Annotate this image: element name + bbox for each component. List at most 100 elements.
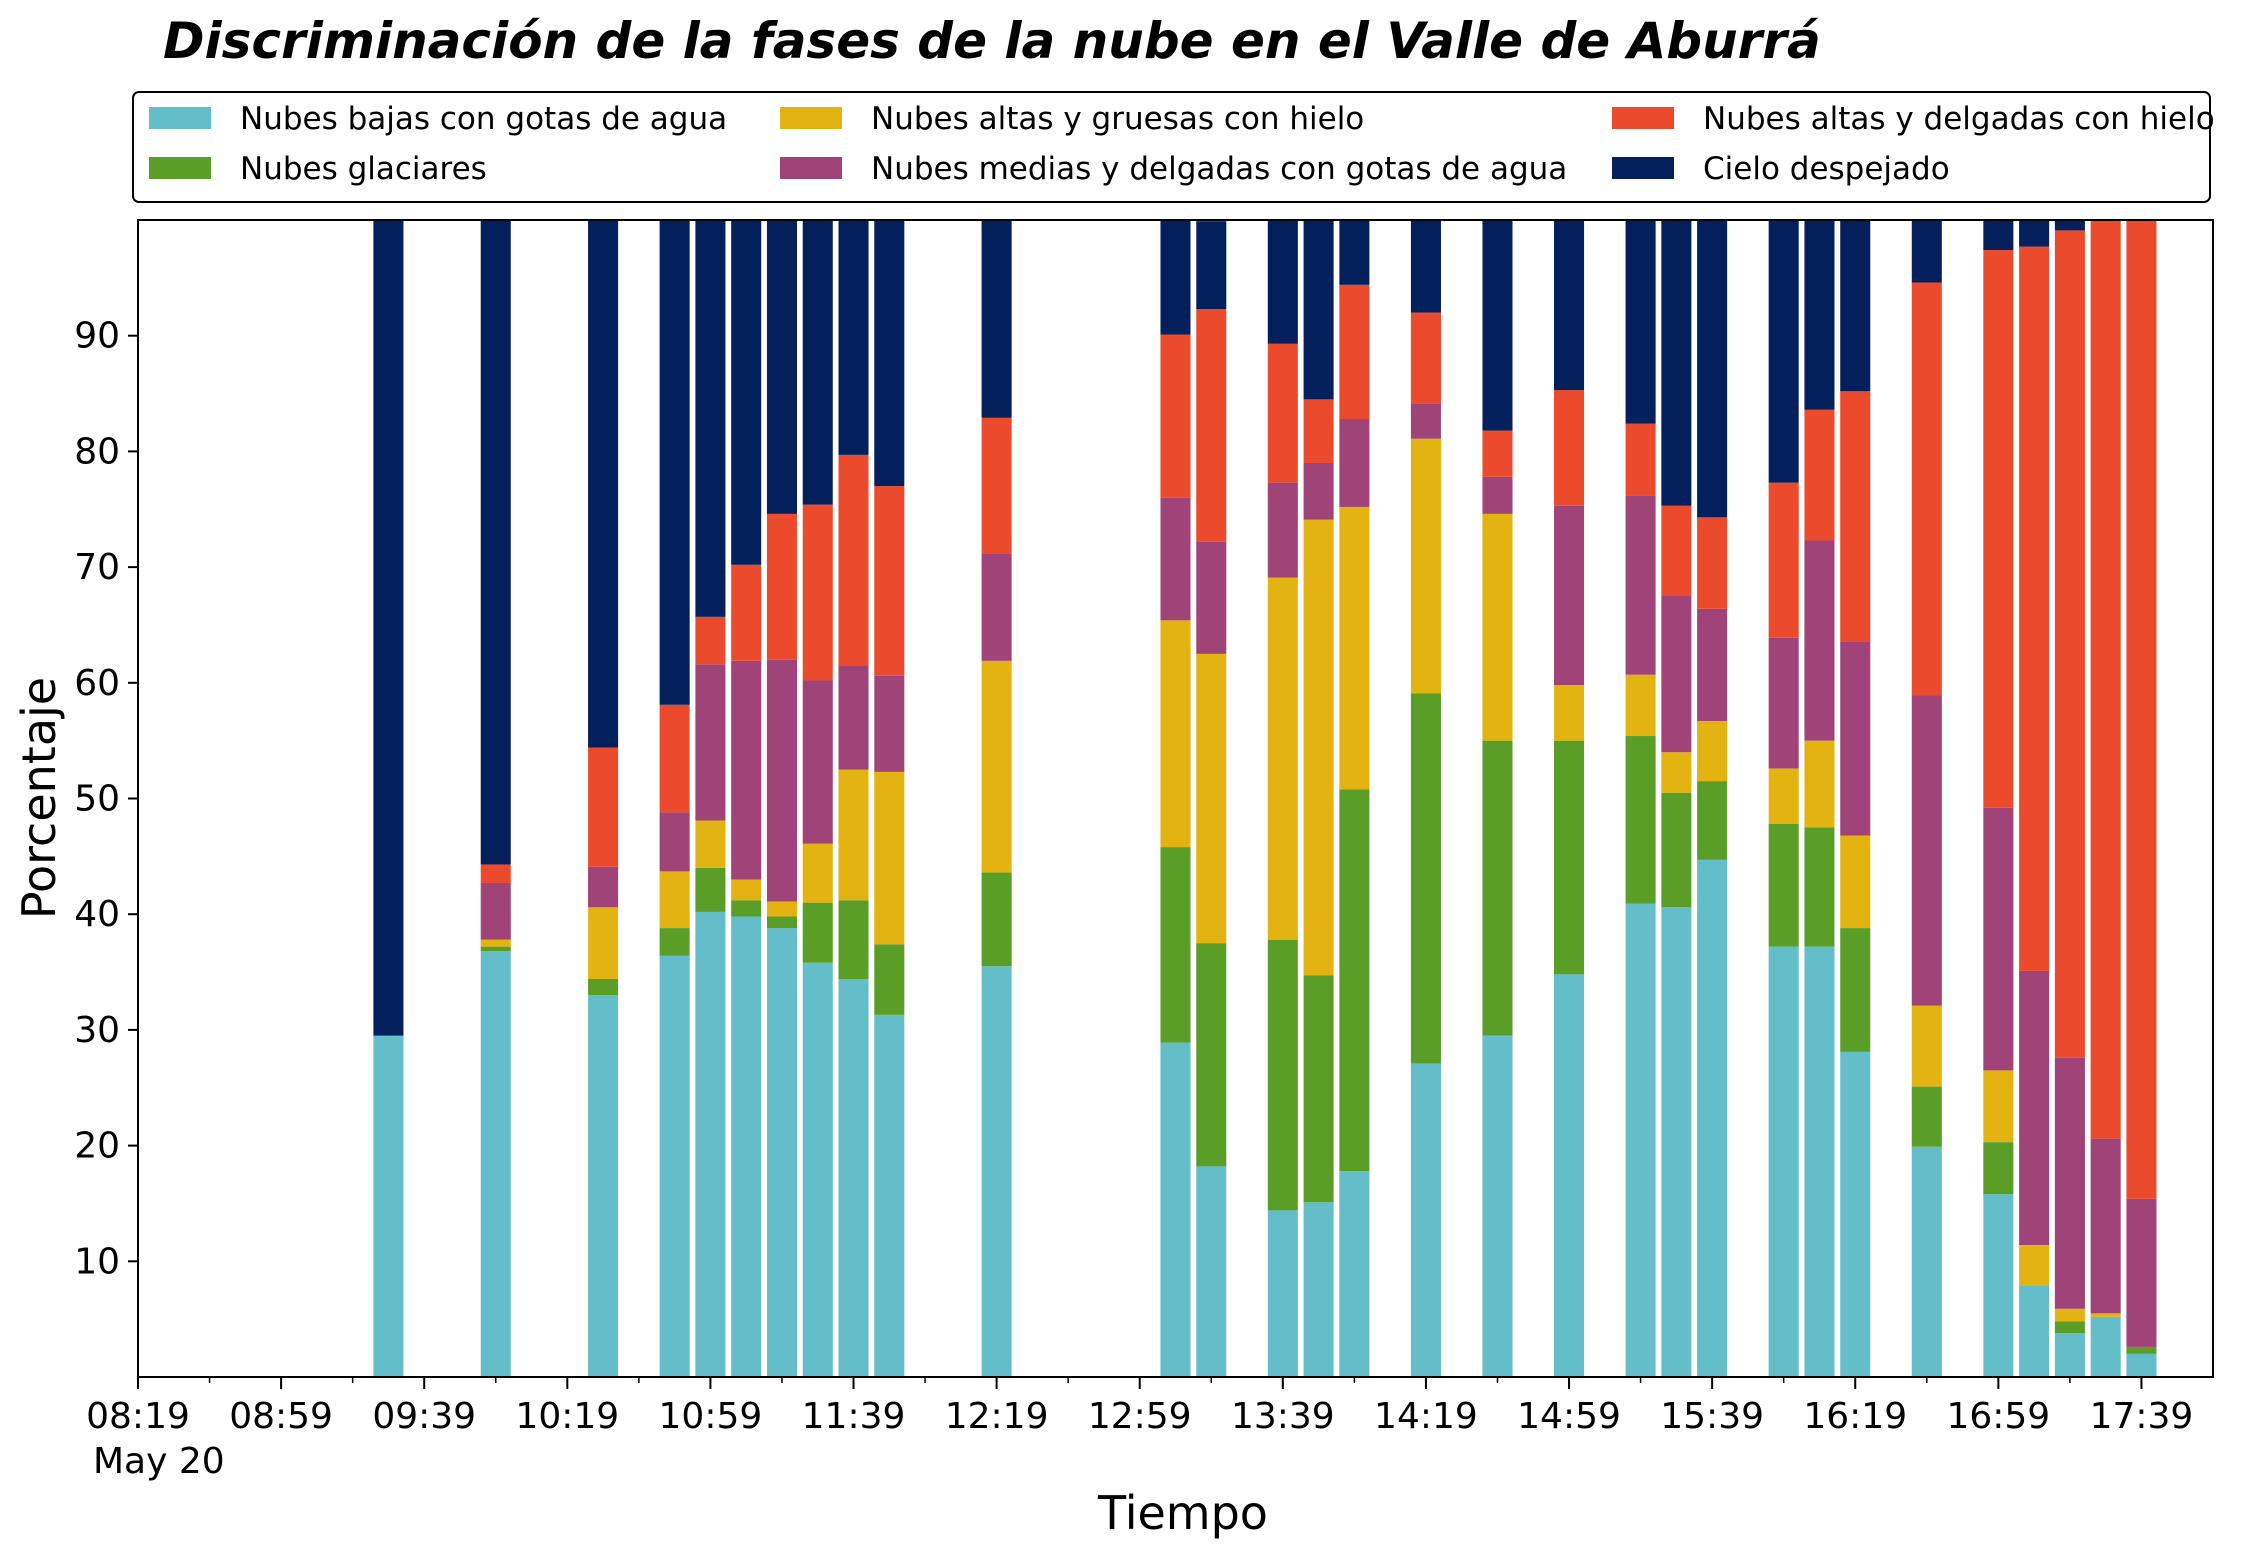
y-axis: 10 20 30 40 50 60 70 80 90: [74, 316, 138, 1282]
x-tick-label: 12:19: [945, 1396, 1049, 1437]
x-axis: 08:19 08:59 09:39 10:19 10:59 11:39 12:19 12:59…: [86, 1377, 2193, 1437]
bar-segment-0: [1983, 1194, 2014, 1377]
bar-segment-0: [2126, 1353, 2157, 1377]
bar-segment-4: [731, 564, 762, 661]
bar-segment-3: [1661, 596, 1692, 753]
bar-segment-2: [1840, 835, 1871, 929]
bar-segment-0: [981, 966, 1012, 1377]
bar-segment-2: [1804, 740, 1835, 828]
bar-segment-5: [1911, 220, 1942, 283]
y-tick-label: 50: [74, 779, 120, 820]
bar-segment-3: [981, 553, 1012, 661]
bar-segment-1: [981, 872, 1012, 967]
y-tick-label: 70: [74, 547, 120, 588]
bar-segment-0: [1303, 1202, 1334, 1377]
x-tick-label: 12:59: [1088, 1396, 1192, 1437]
y-tick-label: 30: [74, 1010, 120, 1051]
bar-segment-4: [2090, 220, 2121, 1139]
bar-segment-0: [659, 955, 690, 1377]
legend-label: Cielo despejado: [1703, 151, 1950, 187]
bar-segment-3: [2126, 1198, 2157, 1347]
bar-segment-1: [2126, 1346, 2157, 1354]
bar-segment-3: [766, 659, 797, 902]
bar-segment-3: [2019, 970, 2050, 1246]
x-tick-label: 15:39: [1660, 1396, 1764, 1437]
bar-segment-4: [838, 454, 869, 666]
bar-segment-4: [1625, 423, 1656, 496]
legend-swatch: [149, 157, 211, 179]
x-tick-label: 17:39: [2090, 1396, 2194, 1437]
bar-segment-1: [1911, 1086, 1942, 1147]
bar-segment-5: [1196, 221, 1227, 310]
bar-segment-5: [2019, 220, 2050, 247]
bar-segment-2: [1303, 519, 1334, 976]
bar-segment-2: [659, 871, 690, 929]
bar-segment-1: [1804, 827, 1835, 947]
bar-segment-5: [1339, 220, 1370, 285]
bar-segment-4: [1482, 430, 1513, 477]
x-tick-label: 08:59: [229, 1396, 333, 1437]
bar-segment-2: [1661, 752, 1692, 793]
x-tick-label: 13:39: [1231, 1396, 1335, 1437]
bar-segment-4: [588, 747, 619, 867]
bar-segment-3: [1160, 497, 1191, 621]
bar-segment-5: [1160, 220, 1191, 335]
bar-segment-2: [2054, 1308, 2085, 1322]
bar-segment-0: [1160, 1042, 1191, 1377]
bar-segment-1: [1267, 939, 1298, 1211]
bar-segment-2: [2019, 1245, 2050, 1286]
y-tick-label: 20: [74, 1126, 120, 1167]
bar-segment-4: [2126, 220, 2157, 1199]
bar-segment-2: [480, 939, 511, 947]
bar-segment-0: [2054, 1333, 2085, 1377]
bar-segment-0: [731, 916, 762, 1377]
bar-segment-2: [802, 843, 833, 903]
legend-swatch: [149, 107, 211, 129]
bar-segment-3: [695, 664, 726, 821]
legend-label: Nubes altas y gruesas con hielo: [871, 101, 1364, 137]
legend-label: Nubes glaciares: [240, 151, 487, 187]
bar-segment-4: [766, 513, 797, 660]
bar-segment-3: [1410, 403, 1441, 439]
bar-segment-0: [2090, 1316, 2121, 1377]
bar-segment-5: [1840, 220, 1871, 392]
bar-segment-4: [981, 417, 1012, 554]
chart-title: Discriminación de la fases de la nube en…: [163, 12, 1821, 70]
y-tick-label: 10: [74, 1241, 120, 1282]
x-tick-label: 14:19: [1374, 1396, 1478, 1437]
bar-segment-0: [1625, 903, 1656, 1377]
bar-segment-5: [1983, 220, 2014, 251]
bar-segment-4: [1303, 399, 1334, 463]
bar-segment-1: [838, 900, 869, 979]
bar-segment-5: [1482, 220, 1513, 431]
legend-swatch: [780, 107, 842, 129]
bar-segment-5: [695, 220, 726, 617]
bar-segment-0: [1911, 1146, 1942, 1377]
bar-segment-1: [1625, 736, 1656, 904]
bar-segment-5: [1697, 220, 1728, 518]
bar-segment-5: [838, 220, 869, 455]
bar-segment-3: [1911, 695, 1942, 1006]
x-tick-label: 16:19: [1803, 1396, 1907, 1437]
bar-segment-0: [802, 962, 833, 1377]
bar-segment-5: [802, 220, 833, 505]
bar-segment-3: [2054, 1057, 2085, 1309]
bar-segment-0: [588, 995, 619, 1377]
bar-segment-4: [695, 616, 726, 665]
bar-segment-2: [1410, 438, 1441, 694]
bar-segment-5: [480, 220, 511, 865]
bar-segment-0: [2019, 1285, 2050, 1377]
bar-segment-3: [1303, 462, 1334, 520]
bar-segment-5: [1554, 220, 1585, 391]
bar-segment-0: [838, 978, 869, 1377]
bar-segment-4: [1983, 250, 2014, 808]
bar-segment-4: [2054, 230, 2085, 1058]
bar-segment-5: [874, 220, 905, 487]
bar-segment-4: [1410, 312, 1441, 404]
bar-segment-3: [1482, 476, 1513, 514]
bar-segment-4: [1804, 409, 1835, 541]
bar-segment-2: [1267, 577, 1298, 940]
bar-segment-5: [1625, 220, 1656, 424]
bar-segment-1: [480, 946, 511, 952]
